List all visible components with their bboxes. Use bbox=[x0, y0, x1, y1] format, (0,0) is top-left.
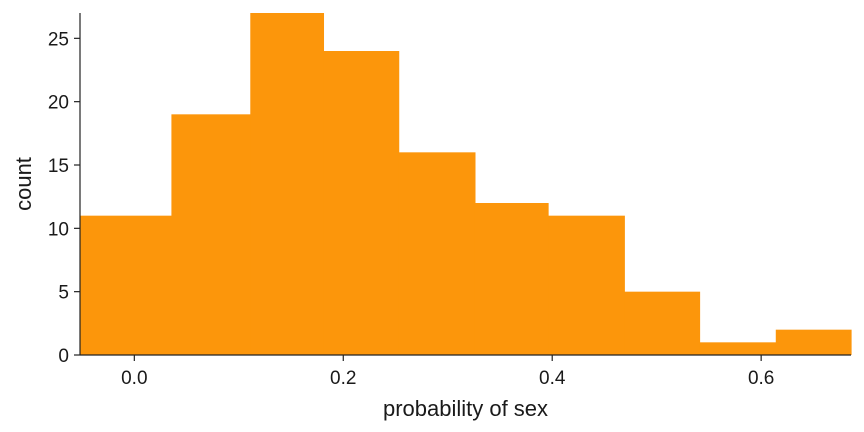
y-tick-label: 5 bbox=[58, 283, 69, 304]
y-tick-label: 20 bbox=[48, 93, 69, 114]
y-tick-label: 10 bbox=[48, 219, 69, 240]
histogram-bar bbox=[474, 203, 549, 355]
histogram-bar bbox=[171, 114, 251, 355]
x-tick-label: 0.2 bbox=[330, 368, 356, 389]
histogram-bar bbox=[624, 291, 701, 355]
x-axis-label: probability of sex bbox=[383, 396, 548, 421]
histogram-bar bbox=[80, 215, 173, 355]
histogram-bar bbox=[323, 51, 400, 355]
histogram-bar bbox=[548, 215, 625, 355]
y-tick-label: 0 bbox=[58, 346, 69, 367]
y-tick-label: 25 bbox=[48, 29, 69, 50]
y-ticks: 0 5 10 15 20 25 bbox=[48, 29, 80, 367]
histogram-bars bbox=[80, 13, 852, 355]
axes bbox=[79, 13, 851, 356]
x-ticks: 0.0 0.2 0.4 0.6 bbox=[121, 355, 774, 389]
x-tick-label: 0.0 bbox=[121, 368, 147, 389]
x-tick-label: 0.6 bbox=[748, 368, 774, 389]
histogram-bar bbox=[775, 329, 852, 355]
y-axis-label: count bbox=[11, 157, 36, 211]
x-tick-label: 0.4 bbox=[539, 368, 566, 389]
y-tick-label: 15 bbox=[48, 156, 69, 177]
histogram-bar bbox=[699, 342, 777, 355]
histogram-bar bbox=[250, 13, 325, 355]
histogram-bar bbox=[398, 152, 476, 355]
